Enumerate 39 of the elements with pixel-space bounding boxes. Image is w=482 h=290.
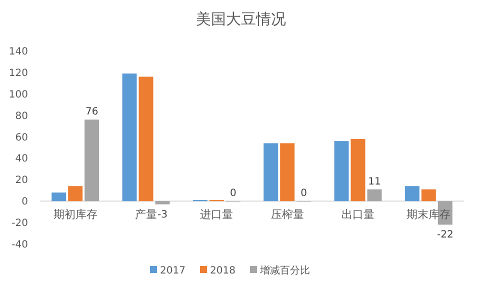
bar [84, 120, 100, 202]
legend-label: 2018 [210, 266, 236, 276]
bar [421, 189, 436, 202]
y-tick-label: -40 [12, 240, 28, 250]
bar [334, 141, 349, 202]
bar [264, 143, 278, 202]
bar [155, 201, 170, 204]
data-label: -22 [436, 230, 454, 241]
data-label: -3 [157, 209, 168, 220]
data-label: 0 [230, 188, 236, 200]
bar [122, 74, 137, 202]
y-tick-label: 40 [15, 154, 28, 165]
data-label: 76 [85, 106, 98, 118]
data-label: 0 [300, 188, 308, 200]
x-tick-label: 期初库存 [53, 208, 98, 222]
x-tick-label: 压榨量 [270, 208, 304, 222]
y-tick-label: 80 [15, 110, 28, 122]
bar [68, 186, 83, 202]
y-tick-label: -20 [12, 218, 28, 230]
bar [52, 192, 66, 202]
data-label: 11 [368, 176, 381, 188]
bar [350, 138, 366, 202]
x-tick-label: 进口量 [200, 208, 234, 222]
legend-label: 2017 [160, 266, 186, 276]
x-tick-label: 产量 [135, 208, 157, 222]
x-tick-label: 期末库存 [406, 208, 451, 222]
bar [367, 189, 382, 202]
chart-title: 美国大豆情况 [196, 10, 286, 28]
y-tick-label: 120 [8, 68, 28, 79]
bar [280, 143, 295, 202]
y-tick-label: 60 [15, 132, 28, 144]
y-tick-label: 20 [15, 175, 28, 186]
y-tick-label: 100 [8, 89, 28, 100]
y-tick-label: 140 [8, 46, 28, 58]
x-tick-label: 出口量 [342, 208, 374, 222]
legend-label: 增减百分比 [259, 264, 310, 276]
bar [138, 76, 154, 202]
bar [404, 186, 420, 202]
y-tick-label: 0 [22, 196, 28, 208]
